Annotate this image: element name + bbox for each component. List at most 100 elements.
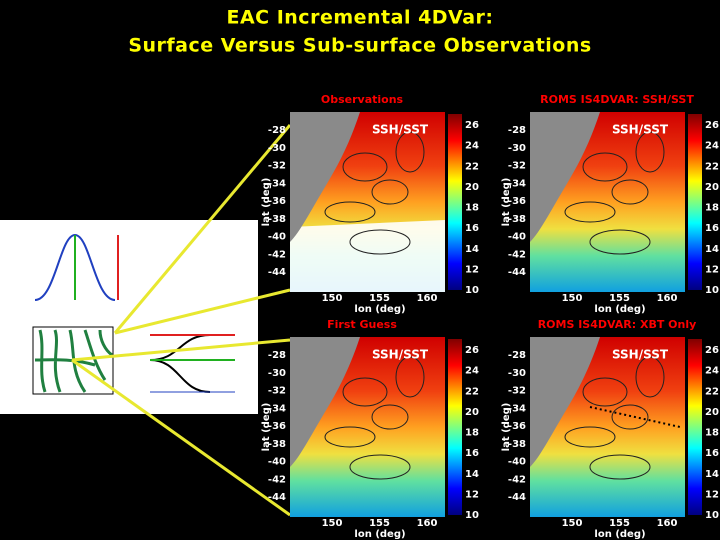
colorbar-tick-label: 16 [465, 448, 479, 459]
contour [611, 404, 649, 430]
lat-tick-label: -28 [268, 350, 286, 361]
colorbar-tick-label: 12 [465, 489, 479, 500]
lat-tick-label: -44 [268, 492, 286, 503]
lon-tick-label: 160 [417, 293, 438, 304]
colorbar [688, 339, 702, 515]
lat-tick-label: -44 [268, 267, 286, 278]
lat-tick-label: -34 [508, 178, 526, 189]
lat-tick-label: -44 [508, 492, 526, 503]
colorbar-tick-label: 14 [465, 469, 479, 480]
colorbar-tick-label: 20 [705, 407, 719, 418]
lat-tick-label: -28 [508, 125, 526, 136]
lat-tick-label: -36 [268, 421, 286, 432]
colorbar-tick-label: 14 [705, 244, 719, 255]
land [530, 337, 600, 467]
panel-label: ROMS IS4DVAR: SSH/SST [540, 93, 694, 106]
diagram [0, 220, 258, 414]
lon-tick-label: 155 [369, 293, 390, 304]
contour [324, 426, 376, 448]
panel-label: First Guess [327, 318, 397, 331]
colorbar-tick-label: 20 [705, 182, 719, 193]
contour [395, 131, 425, 173]
colorbar-tick-label: 16 [705, 223, 719, 234]
land [290, 112, 360, 242]
colorbar-tick-label: 10 [465, 510, 479, 521]
title-line: EAC Incremental 4DVar: [226, 7, 493, 29]
lat-tick-label: -40 [268, 457, 286, 468]
contour [371, 404, 409, 430]
contour [342, 152, 388, 182]
colorbar [448, 339, 462, 515]
colorbar-tick-label: 16 [465, 223, 479, 234]
colorbar-tick-label: 20 [465, 182, 479, 193]
lat-tick-label: -36 [268, 196, 286, 207]
map-panel: Observations SSH/SST -28 -30 -32 -34 -36 -38 -40… [261, 93, 479, 315]
lat-tick-label: -42 [508, 249, 526, 260]
colorbar-tick-label: 24 [465, 141, 479, 152]
colorbar-tick-label: 22 [705, 386, 719, 397]
colorbar-tick-label: 14 [705, 469, 719, 480]
lat-axis-label: lat (deg) [261, 403, 272, 452]
inset-label: SSH/SST [372, 123, 429, 137]
lon-axis-label: lon (deg) [354, 304, 405, 315]
lat-axis-label: lat (deg) [501, 178, 512, 227]
colorbar-tick-label: 26 [705, 345, 719, 356]
lat-tick-label: -30 [508, 368, 526, 379]
colorbar-tick-label: 12 [705, 264, 719, 275]
inset-label: SSH/SST [612, 123, 669, 137]
lat-tick-label: -38 [268, 214, 286, 225]
lat-tick-label: -38 [508, 439, 526, 450]
colorbar [688, 114, 702, 290]
contour [635, 131, 665, 173]
colorbar-tick-label: 18 [705, 203, 719, 214]
lon-axis-label: lon (deg) [594, 529, 645, 540]
contour [582, 377, 628, 407]
contour [635, 356, 665, 398]
lat-tick-label: -32 [268, 161, 286, 172]
colorbar-tick-label: 24 [705, 366, 719, 377]
connector-lines [71, 124, 292, 517]
map-panel: ROMS IS4DVAR: SSH/SST SSH/SST -28 -30 -32 -34… [501, 93, 719, 315]
colorbar-tick-label: 24 [705, 141, 719, 152]
colorbar-tick-label: 18 [465, 203, 479, 214]
contour [349, 229, 411, 255]
lat-tick-label: -40 [268, 232, 286, 243]
colorbar-tick-label: 16 [705, 448, 719, 459]
panel-label: ROMS IS4DVAR: XBT Only [538, 318, 697, 331]
contour [324, 201, 376, 223]
contour [371, 179, 409, 205]
lat-tick-label: -42 [268, 474, 286, 485]
colorbar-tick-label: 26 [465, 120, 479, 131]
colorbar-tick-label: 12 [705, 489, 719, 500]
colorbar-tick-label: 18 [705, 428, 719, 439]
title-line: Surface Versus Sub-surface Observations [128, 35, 591, 57]
colorbar-tick-label: 12 [465, 264, 479, 275]
contour [611, 179, 649, 205]
lat-tick-label: -40 [508, 457, 526, 468]
lat-tick-label: -44 [508, 267, 526, 278]
panel-label: Observations [321, 93, 404, 106]
colorbar-tick-label: 10 [705, 285, 719, 296]
lat-tick-label: -34 [268, 178, 286, 189]
colorbar-tick-label: 18 [465, 428, 479, 439]
lat-tick-label: -34 [268, 403, 286, 414]
lat-tick-label: -38 [508, 214, 526, 225]
lat-tick-label: -32 [268, 386, 286, 397]
contour [395, 356, 425, 398]
colorbar-tick-label: 22 [465, 386, 479, 397]
lon-tick-label: 160 [417, 518, 438, 529]
colorbar-tick-label: 10 [705, 510, 719, 521]
contour [589, 454, 651, 480]
inset-label: SSH/SST [372, 348, 429, 362]
contour [564, 201, 616, 223]
missing-data [290, 220, 445, 292]
colorbar-tick-label: 20 [465, 407, 479, 418]
land [530, 112, 600, 242]
lon-tick-label: 150 [562, 293, 583, 304]
lon-tick-label: 150 [322, 293, 343, 304]
contour [564, 426, 616, 448]
lat-tick-label: -30 [268, 368, 286, 379]
lat-tick-label: -32 [508, 386, 526, 397]
lat-tick-label: -30 [508, 143, 526, 154]
